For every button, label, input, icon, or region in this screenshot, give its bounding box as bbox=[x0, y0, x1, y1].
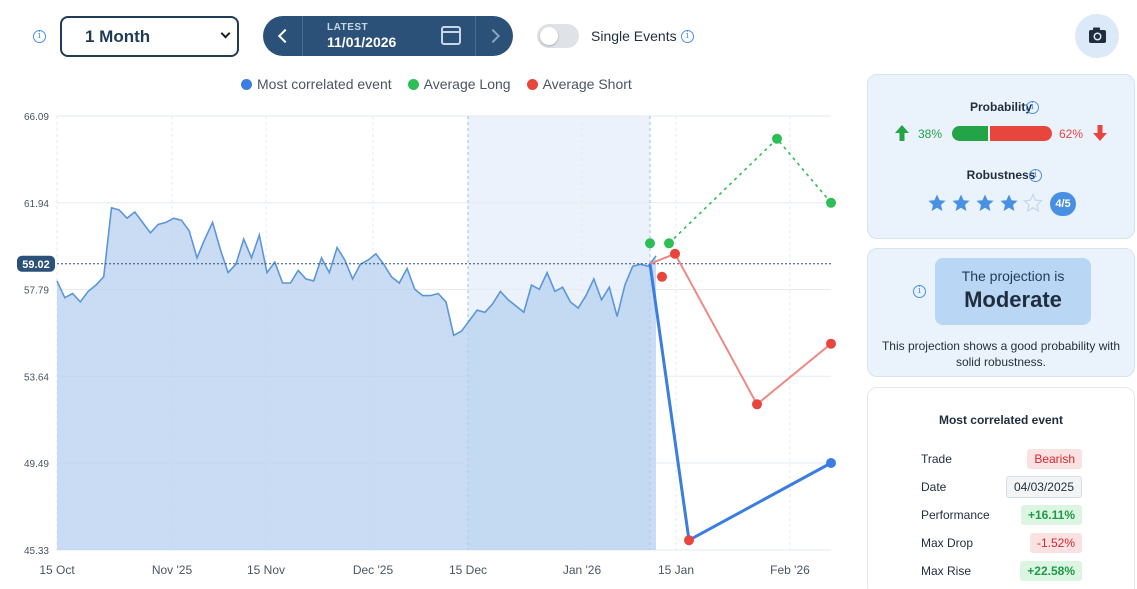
correlated-event-title: Most correlated event bbox=[938, 413, 1064, 427]
row-key: Max Drop bbox=[921, 536, 974, 550]
average-long-point bbox=[826, 197, 836, 208]
average-short-point bbox=[657, 271, 667, 282]
average-short-line bbox=[674, 253, 832, 406]
history-line bbox=[56, 206, 657, 337]
projection-rating-box: The projection is Moderate bbox=[935, 258, 1091, 325]
period-info-icon[interactable]: i bbox=[33, 30, 46, 43]
correlated-row-date: Date 04/03/2025 bbox=[921, 476, 1082, 498]
robustness-badge: 4/5 bbox=[1050, 192, 1076, 216]
screenshot-button[interactable] bbox=[1075, 14, 1119, 58]
period-select[interactable]: 1 Month bbox=[60, 16, 239, 57]
average-short-point bbox=[826, 338, 836, 349]
chevron-down-icon bbox=[220, 28, 231, 39]
legend-dot bbox=[407, 78, 419, 90]
arrow-down-icon bbox=[1093, 125, 1107, 141]
date-navigator: LATEST 11/01/2026 bbox=[263, 16, 513, 56]
row-key: Max Rise bbox=[921, 564, 972, 578]
max-drop-badge: -1.52% bbox=[1029, 533, 1082, 553]
date-badge: 04/03/2025 bbox=[1005, 476, 1082, 498]
previous-date-button[interactable] bbox=[263, 16, 303, 56]
performance-badge: +16.11% bbox=[1020, 505, 1082, 525]
probability-short-bar bbox=[990, 126, 1052, 141]
single-events-info-icon[interactable]: i bbox=[681, 30, 694, 43]
x-tick-label: Dec '25 bbox=[353, 563, 394, 577]
probability-long-bar bbox=[952, 126, 988, 141]
period-select-value: 1 Month bbox=[85, 26, 151, 46]
star-filled-icon bbox=[1000, 194, 1018, 211]
average-long-point bbox=[772, 133, 782, 144]
max-rise-badge: +22.58% bbox=[1020, 561, 1082, 581]
projection-line1: The projection is bbox=[961, 268, 1065, 284]
x-tick-label: Feb '26 bbox=[770, 563, 810, 577]
average-long-line bbox=[668, 137, 832, 244]
row-key: Performance bbox=[921, 508, 990, 522]
row-key: Trade bbox=[921, 452, 952, 466]
y-tick-label: 66.09 bbox=[24, 112, 49, 123]
y-tick-label: 57.79 bbox=[24, 286, 49, 297]
projection-panel: i The projection is Moderate This projec… bbox=[867, 248, 1135, 377]
star-filled-icon bbox=[928, 194, 946, 211]
robustness-info-icon[interactable]: i bbox=[1029, 169, 1042, 182]
correlated-row-max-drop: Max Drop -1.52% bbox=[921, 532, 1082, 554]
correlated-row-trade: Trade Bearish bbox=[921, 448, 1082, 470]
toggle-knob bbox=[540, 27, 558, 45]
legend-item-average-short[interactable]: Average Short bbox=[526, 76, 632, 92]
average-short-point bbox=[670, 248, 680, 259]
x-tick-label: Jan '26 bbox=[563, 563, 602, 577]
y-tick-label: 61.94 bbox=[24, 199, 49, 210]
most-correlated-point bbox=[826, 458, 836, 468]
history-area bbox=[57, 207, 656, 551]
camera-icon bbox=[1089, 27, 1106, 43]
x-tick-label: 15 Nov bbox=[247, 563, 285, 577]
legend-label: Most correlated event bbox=[257, 76, 392, 92]
average-short-point bbox=[752, 399, 762, 410]
most-correlated-line bbox=[648, 263, 832, 543]
price-projection-chart[interactable]: 66.09 61.94 57.79 53.64 49.49 45.33 15 Oct Nov … bbox=[0, 100, 860, 589]
next-date-button[interactable] bbox=[475, 16, 513, 56]
x-tick-label: 15 Jan bbox=[658, 563, 694, 577]
row-key: Date bbox=[921, 480, 947, 494]
correlated-row-max-rise: Max Rise +22.58% bbox=[921, 560, 1082, 582]
x-tick-label: Nov '25 bbox=[152, 563, 193, 577]
probability-title: Probability bbox=[969, 100, 1032, 114]
star-filled-icon bbox=[976, 194, 994, 211]
most-correlated-low-point bbox=[684, 535, 694, 546]
average-long-point bbox=[664, 238, 674, 249]
probability-long-pct: 38% bbox=[918, 127, 943, 141]
x-tick-label: 15 Oct bbox=[39, 563, 75, 577]
robustness-title: Robustness bbox=[966, 168, 1036, 182]
current-date: 11/01/2026 bbox=[327, 34, 397, 50]
legend-item-average-long[interactable]: Average Long bbox=[407, 76, 511, 92]
star-filled-icon bbox=[952, 194, 970, 211]
correlated-event-panel: Most correlated event Trade Bearish Date… bbox=[867, 387, 1135, 589]
robustness-stars bbox=[927, 193, 1047, 213]
legend-item-most-correlated[interactable]: Most correlated event bbox=[241, 76, 392, 92]
latest-label: LATEST bbox=[327, 22, 369, 33]
correlated-row-performance: Performance +16.11% bbox=[921, 504, 1082, 526]
y-tick-label: 53.64 bbox=[24, 372, 49, 383]
single-events-toggle[interactable] bbox=[537, 24, 579, 48]
probability-short-pct: 62% bbox=[1059, 127, 1084, 141]
legend-dot bbox=[241, 78, 252, 90]
projection-description: This projection shows a good probability… bbox=[881, 339, 1121, 369]
arrow-up-icon bbox=[895, 125, 909, 141]
y-tick-label: 49.49 bbox=[24, 459, 49, 470]
legend-label: Average Short bbox=[542, 76, 632, 92]
probability-info-icon[interactable]: i bbox=[1026, 101, 1039, 114]
projection-rating: Moderate bbox=[964, 287, 1062, 312]
probability-panel: Probability i 38% 62% Robustness i 4/5 bbox=[867, 74, 1135, 239]
single-events-label: Single Events bbox=[591, 28, 677, 44]
trade-badge: Bearish bbox=[1027, 449, 1082, 469]
y-tick-label: 45.33 bbox=[24, 546, 49, 557]
legend-label: Average Long bbox=[423, 76, 511, 92]
calendar-icon[interactable] bbox=[441, 26, 461, 45]
current-value-label: 59.02 bbox=[22, 259, 50, 271]
legend-dot bbox=[526, 78, 538, 90]
star-empty-icon bbox=[1023, 193, 1043, 213]
average-long-point bbox=[645, 238, 655, 249]
x-tick-label: 15 Dec bbox=[449, 563, 487, 577]
current-value-badge bbox=[17, 255, 55, 272]
projection-info-icon[interactable]: i bbox=[913, 285, 926, 298]
chart-legend: Most correlated event Average Long Avera… bbox=[241, 76, 648, 92]
